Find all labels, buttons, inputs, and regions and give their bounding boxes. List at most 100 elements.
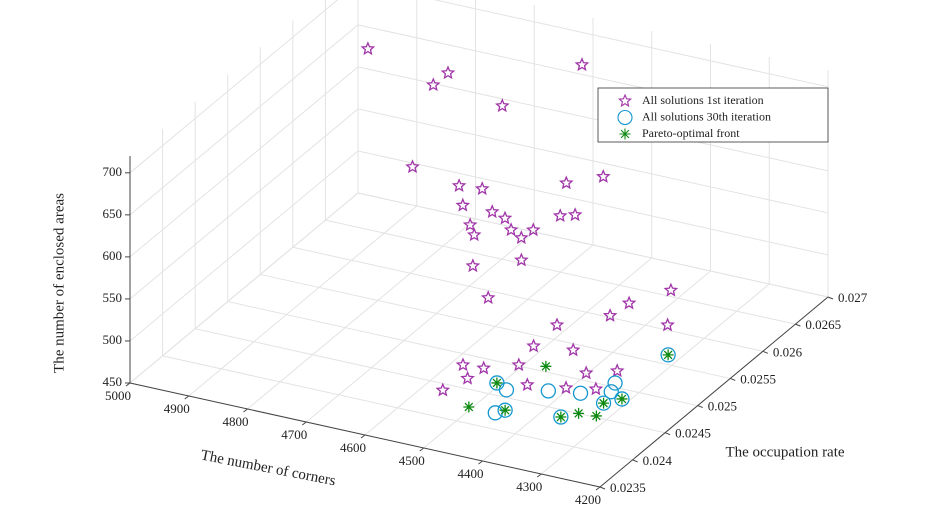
point [425,77,441,92]
legend-label: Pareto-optimal front [642,126,740,140]
grid-line [357,192,829,298]
point [540,383,556,399]
legend-label: All solutions 30th iteration [642,109,771,123]
point [588,381,604,396]
point [491,377,503,389]
plot-area [360,41,679,425]
z-tick-label: 700 [103,164,123,179]
point [602,308,618,322]
point [540,360,552,372]
point [494,98,510,113]
z-tick-label: 650 [103,206,123,221]
point [553,409,569,425]
point [662,349,674,361]
point [660,317,675,332]
point [663,282,679,297]
y-tick [795,323,801,327]
point [451,178,467,192]
point [609,363,625,378]
point [480,290,496,305]
grid-line [364,244,594,436]
x-tick [184,395,190,400]
y-tick-label: 0.027 [838,290,868,305]
grid: 4200 4300 4400 4500 4600 4700 4800 4900 5000 0.02… [103,0,868,507]
grid-line [305,231,535,423]
point [503,222,519,237]
point [614,391,630,407]
x-tick [478,460,483,465]
point [487,405,503,421]
point [474,181,490,196]
x-tick-label: 4300 [516,479,542,494]
point [549,317,565,332]
point [497,402,513,418]
y-axis-line [599,296,829,488]
point [484,204,500,219]
point [572,385,589,401]
y-tick-label: 0.024 [643,453,673,468]
legend-marker [617,109,633,126]
point [497,210,513,225]
point [455,197,471,212]
point [525,222,541,237]
point [578,365,594,380]
x-tick-label: 4400 [458,466,484,481]
x-tick [419,447,425,452]
x-tick [595,486,601,491]
point [621,295,637,310]
point [465,258,481,273]
y-tick-label: 0.0245 [675,426,711,441]
point [567,207,583,222]
y-tick [632,459,638,463]
grid-line [195,328,666,434]
point [595,395,612,411]
point [498,382,515,398]
z-axis-label: The number of enclosed areas [51,193,67,373]
point [526,338,541,353]
point [476,360,492,375]
point [573,407,585,419]
x-axis-label: The number of corners [199,448,337,490]
x-tick [360,434,366,439]
point [555,411,567,423]
grid-line [129,0,339,174]
point [462,217,478,232]
grid-line [162,355,633,461]
x-tick [243,408,248,413]
point [598,397,610,409]
point [405,159,420,174]
y-tick [827,296,834,300]
x-tick-label: 4600 [340,440,366,455]
point [463,401,475,413]
x-tick-label: 4500 [399,453,425,468]
grid-line [227,301,698,407]
legend-marker [617,93,633,108]
grid-line [357,108,829,214]
point [435,382,451,397]
z-tick-label: 500 [103,332,123,347]
grid-line [433,0,829,88]
grid-line [129,192,359,384]
point [616,393,628,405]
point [519,377,535,392]
grid-line [129,66,359,258]
point [558,175,574,190]
point [603,384,619,400]
point [514,252,529,267]
point [455,357,471,372]
point [595,169,611,183]
x-tick-label: 4200 [575,492,601,507]
y-tick [664,432,671,436]
y-tick-label: 0.0235 [610,480,646,495]
y-axis-label: The occupation rate [725,444,844,460]
y-tick [697,405,703,409]
x-tick-label: 4800 [223,414,249,429]
point [360,41,376,56]
point [590,410,602,422]
x-tick-label: 4700 [281,427,307,442]
legend-box [597,87,829,143]
point [440,65,456,80]
x-tick [301,421,307,426]
point [574,57,590,72]
